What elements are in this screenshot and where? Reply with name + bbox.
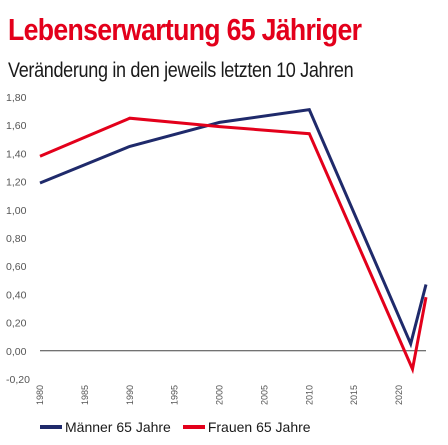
y-tick-label: 1,80 — [6, 92, 27, 104]
chart-title: Lebenserwartung 65 Jähriger — [8, 12, 362, 47]
x-axis: 1980 1985 1990 1995 2000 2005 2010 2015 2020 — [35, 385, 404, 405]
y-tick-label: 1,00 — [6, 205, 27, 217]
x-tick-label: 2015 — [349, 385, 359, 405]
x-tick-label: 1990 — [125, 385, 135, 405]
chart-subtitle: Veränderung in den jeweils letzten 10 Ja… — [8, 59, 354, 82]
x-tick-label: 1985 — [80, 385, 90, 405]
series-line-maenner — [39, 108, 428, 349]
legend-swatch — [182, 425, 205, 429]
y-tick-label: 0,20 — [6, 318, 27, 330]
x-tick-label: 2020 — [394, 385, 404, 405]
y-tick-label: 0,00 — [6, 346, 27, 358]
legend-swatch — [40, 425, 62, 429]
legend-item: Männer 65 Jahre — [40, 419, 171, 435]
y-tick-label: 1,60 — [6, 120, 27, 132]
y-tick-label: 0,60 — [6, 261, 27, 273]
series-layer — [39, 108, 428, 375]
legend-label: Männer 65 Jahre — [65, 419, 171, 435]
legend: Männer 65 Jahre Frauen 65 Jahre — [40, 419, 323, 435]
y-axis: -0,20 0,00 0,20 0,40 0,60 0,80 1,00 1,20 1,40 1,6… — [6, 92, 426, 386]
legend-item: Frauen 65 Jahre — [182, 419, 311, 435]
y-tick-label: 0,40 — [6, 289, 27, 301]
series-line-frauen — [39, 116, 428, 375]
legend-label: Frauen 65 Jahre — [207, 419, 311, 435]
x-tick-label: 2010 — [304, 385, 314, 405]
x-tick-label: 2005 — [259, 385, 269, 405]
y-tick-label: -0,20 — [6, 374, 30, 386]
y-tick-label: 1,40 — [6, 148, 27, 160]
x-tick-label: 2000 — [215, 385, 225, 405]
x-tick-label: 1995 — [170, 385, 180, 405]
y-tick-label: 0,80 — [6, 233, 27, 245]
y-tick-label: 1,20 — [6, 177, 27, 189]
x-tick-label: 1980 — [35, 385, 45, 405]
